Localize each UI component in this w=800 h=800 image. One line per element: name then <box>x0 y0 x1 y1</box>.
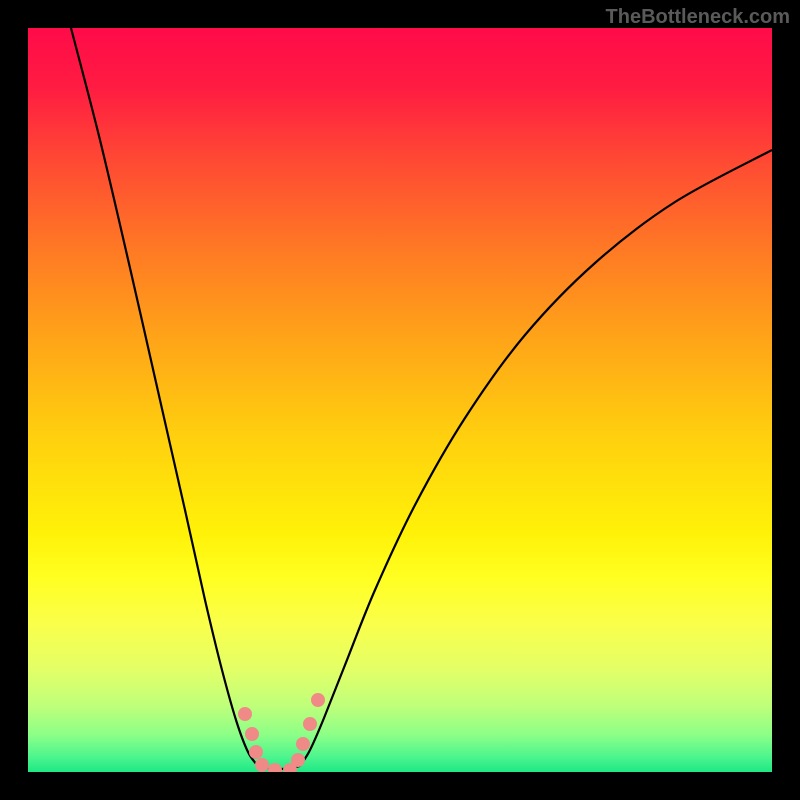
plot-area <box>28 28 772 772</box>
marker-point <box>297 738 310 751</box>
marker-point <box>239 708 252 721</box>
marker-point <box>256 759 269 772</box>
marker-point <box>304 718 317 731</box>
watermark-text: TheBottleneck.com <box>606 6 790 29</box>
chart-root: TheBottleneck.com <box>0 0 800 800</box>
marker-point <box>250 746 263 759</box>
marker-point <box>246 728 259 741</box>
left-curve <box>71 28 258 766</box>
right-curve <box>300 150 772 766</box>
marker-point <box>292 754 305 767</box>
marker-point <box>312 694 325 707</box>
curves-layer <box>28 28 772 772</box>
marker-point <box>269 764 282 773</box>
